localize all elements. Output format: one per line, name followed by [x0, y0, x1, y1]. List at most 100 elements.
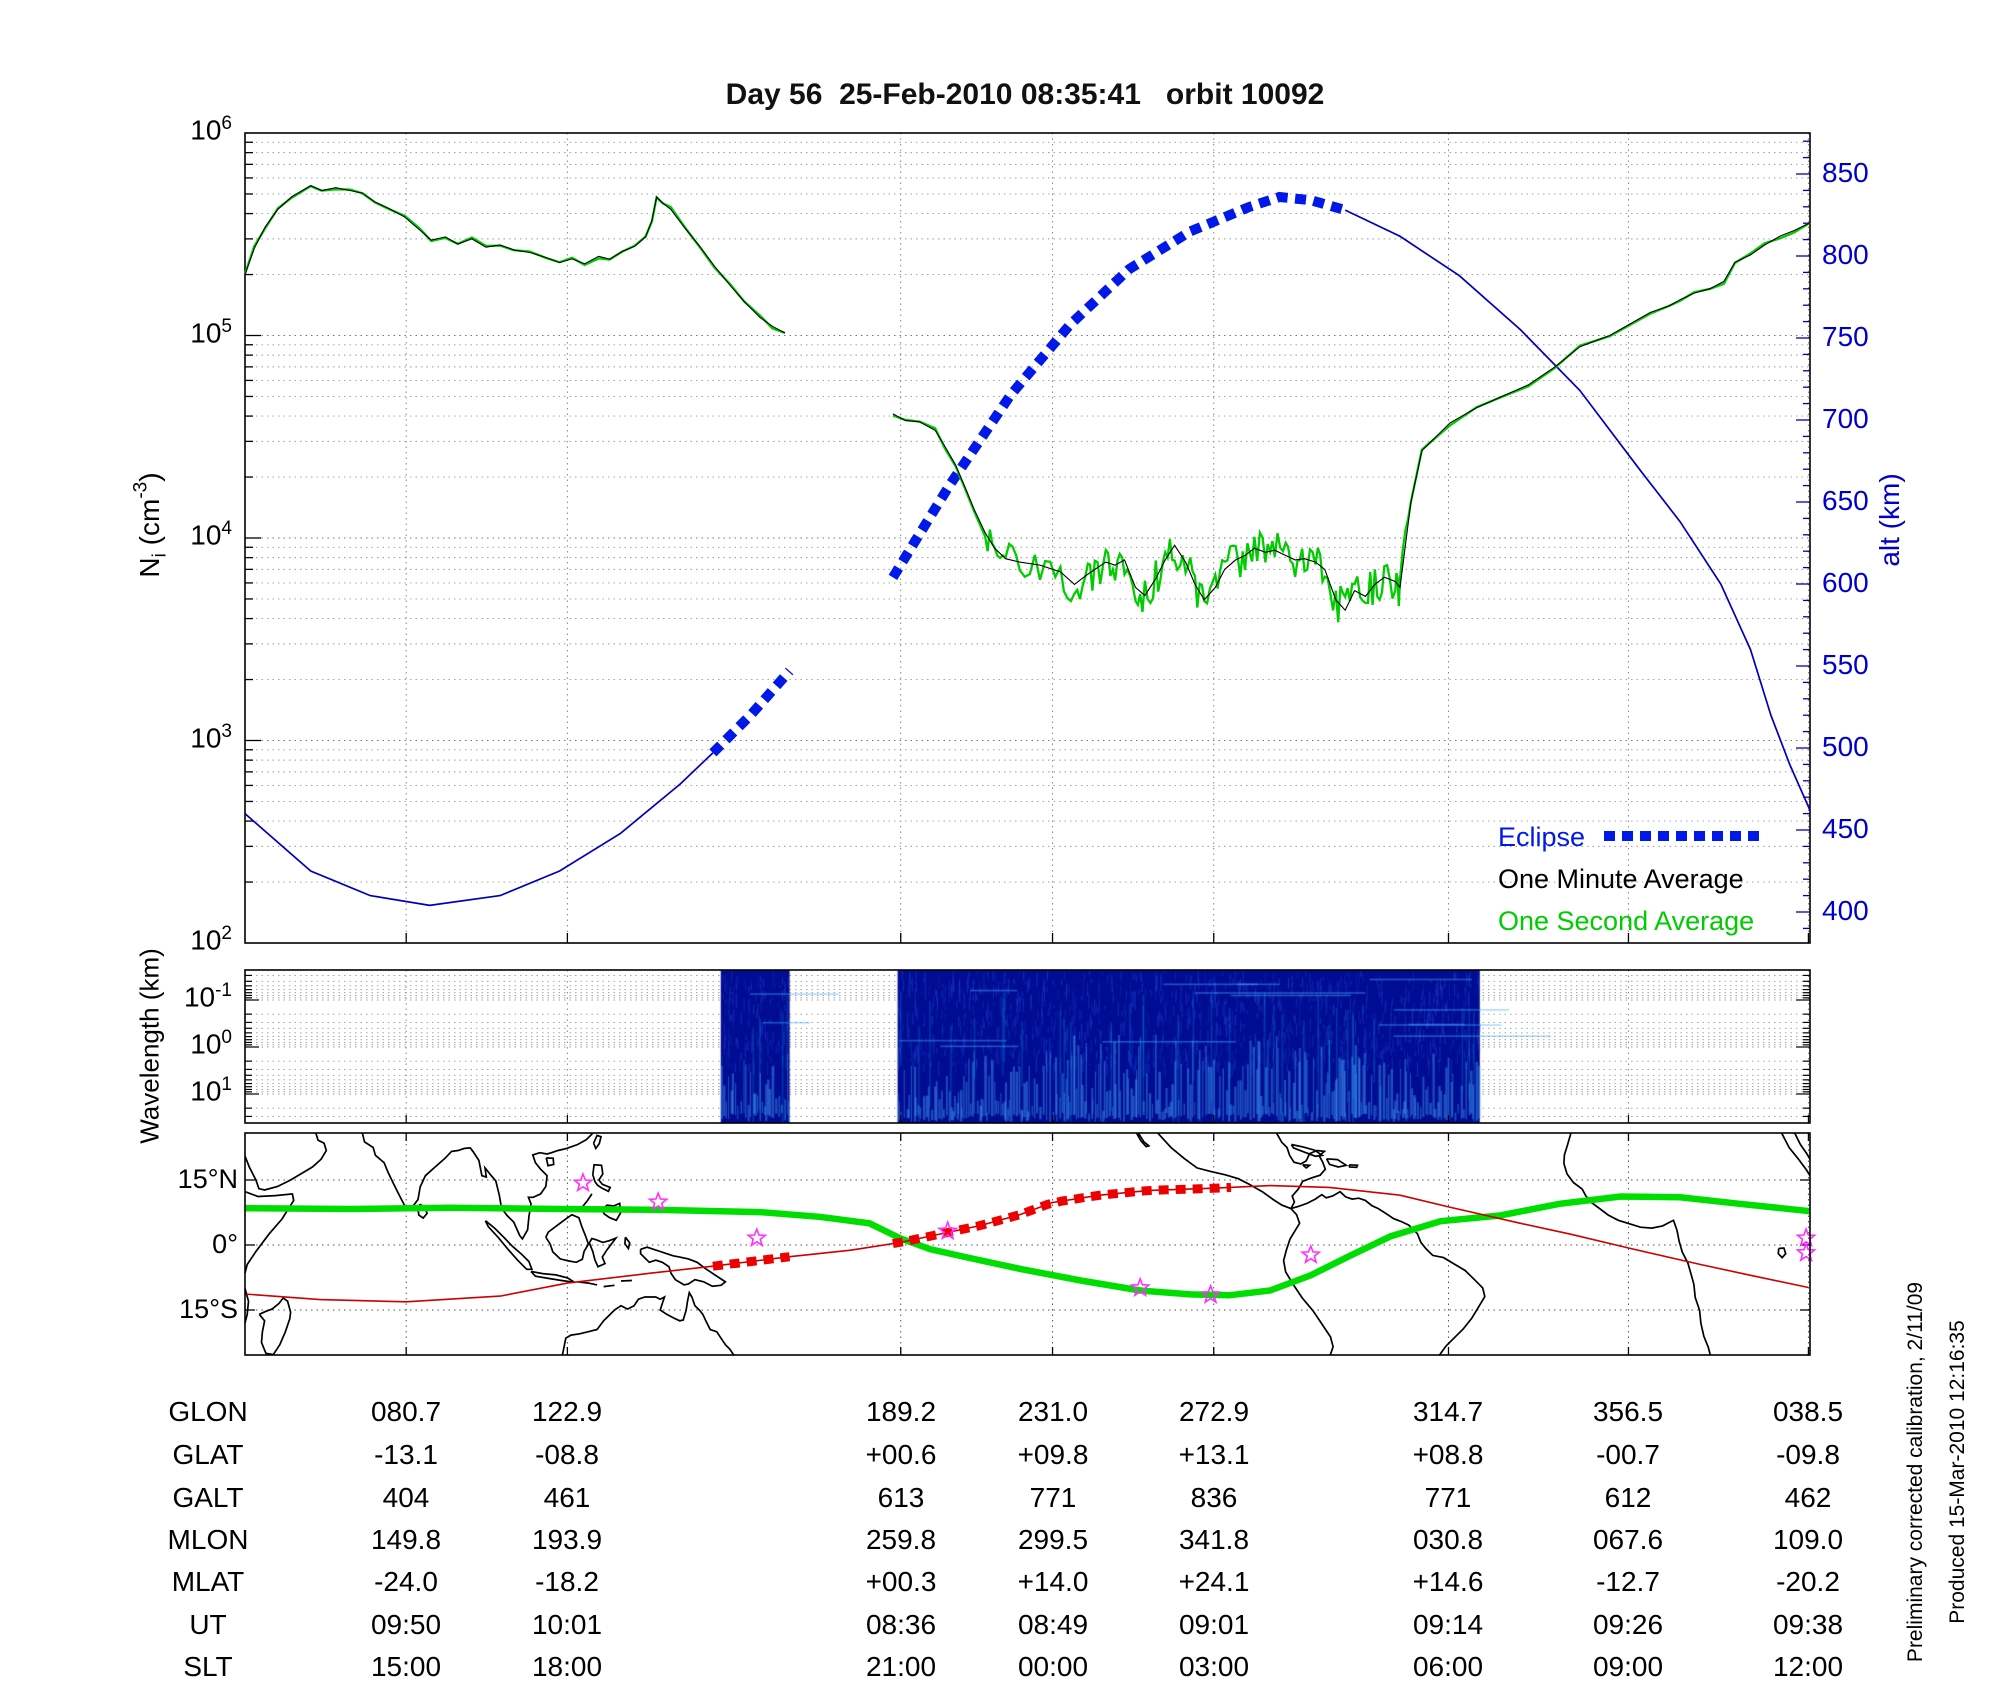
table-cell-MLAT-3: +14.0	[1017, 1566, 1089, 1597]
table-cell-MLON-1: 193.9	[531, 1524, 603, 1555]
panel-border	[244, 132, 1811, 944]
table-cell-GLON-3: 231.0	[1017, 1396, 1089, 1427]
table-cell-SLT-5: 06:00	[1412, 1651, 1484, 1682]
table-cell-GLON-0: 080.7	[370, 1396, 442, 1427]
table-cell-GLON-1: 122.9	[531, 1396, 603, 1427]
wavelength-ytick: 10-1	[183, 980, 232, 1013]
table-cell-MLAT-5: +14.6	[1412, 1566, 1484, 1597]
table-cell-GLAT-6: -00.7	[1596, 1439, 1660, 1470]
table-cell-GALT-6: 612	[1604, 1482, 1652, 1513]
plot-path	[580, 1193, 593, 1210]
table-cell-GALT-2: 613	[877, 1482, 925, 1513]
altitude-ytick: 550	[1822, 649, 1869, 680]
plot-path	[1344, 209, 1811, 811]
legend-eclipse: Eclipse	[1498, 822, 1586, 852]
altitude-ytick: 800	[1822, 239, 1869, 270]
star-marker	[1129, 1276, 1151, 1298]
footer-calibration-note: Preliminary corrected calibration, 2/11/…	[1904, 1281, 1927, 1663]
footer-produced-note: Produced 15-Mar-2010 12:16:35	[1946, 1320, 1969, 1624]
table-cell-MLAT-4: +24.1	[1178, 1566, 1250, 1597]
plot-path	[1348, 1163, 1359, 1169]
table-cell-GLAT-5: +08.8	[1412, 1439, 1484, 1470]
table-row-label-GLAT: GLAT	[172, 1439, 244, 1470]
plot-path	[244, 752, 714, 907]
legend-one-second: One Second Average	[1498, 906, 1755, 936]
panel-border	[244, 969, 1811, 1124]
plot-path	[603, 1284, 615, 1288]
table-cell-UT-0: 09:50	[370, 1609, 442, 1640]
plot-path	[1780, 1132, 1811, 1177]
altitude-ytick: 700	[1822, 403, 1869, 434]
table-row-label-UT: UT	[189, 1609, 227, 1640]
table-cell-UT-5: 09:14	[1412, 1609, 1484, 1640]
table-cell-GLON-2: 189.2	[865, 1396, 937, 1427]
altitude-ytick: 400	[1822, 895, 1869, 926]
plot-path	[1290, 1190, 1486, 1356]
table-cell-SLT-0: 15:00	[370, 1651, 442, 1682]
star-marker	[1300, 1243, 1322, 1265]
plot-path	[892, 221, 1811, 623]
plot-path	[244, 1193, 1811, 1299]
altitude-ytick: 600	[1822, 567, 1869, 598]
table-cell-GLAT-1: -08.8	[535, 1439, 599, 1470]
table-cell-GLON-5: 314.7	[1412, 1396, 1484, 1427]
table-cell-UT-4: 09:01	[1178, 1609, 1250, 1640]
legend-eclipse-swatch	[1604, 831, 1766, 841]
table-cell-MLAT-2: +00.3	[865, 1566, 937, 1597]
star-marker	[572, 1171, 594, 1193]
table-cell-MLON-4: 341.8	[1178, 1524, 1250, 1555]
plot-path	[1794, 1132, 1811, 1160]
table-row-label-MLAT: MLAT	[171, 1566, 245, 1597]
star-marker	[1199, 1283, 1222, 1304]
density-ytick: 102	[190, 923, 232, 956]
table-cell-MLON-7: 109.0	[1772, 1524, 1844, 1555]
table-cell-UT-2: 08:36	[865, 1609, 937, 1640]
plot-path	[1325, 1157, 1349, 1168]
plot-path	[1275, 1132, 1327, 1210]
table-cell-MLAT-7: -20.2	[1776, 1566, 1840, 1597]
table-cell-GALT-0: 404	[382, 1482, 430, 1513]
plot-path	[1563, 1132, 1712, 1356]
table-row-label-SLT: SLT	[183, 1651, 233, 1682]
map-lat-tick: 0°	[212, 1229, 238, 1259]
plot-path	[712, 1252, 791, 1271]
table-cell-MLON-0: 149.8	[370, 1524, 442, 1555]
plot-path	[484, 1220, 534, 1271]
legend-one-minute: One Minute Average	[1498, 864, 1744, 894]
plot-path	[592, 1134, 603, 1151]
table-cell-MLON-2: 259.8	[865, 1524, 937, 1555]
star-marker	[1795, 1241, 1817, 1262]
table-cell-SLT-6: 09:00	[1592, 1651, 1664, 1682]
table-cell-SLT-3: 00:00	[1017, 1651, 1089, 1682]
plot-path	[1290, 1143, 1325, 1158]
table-cell-UT-3: 08:49	[1017, 1609, 1089, 1640]
star-marker	[647, 1190, 669, 1212]
table-cell-MLON-5: 030.8	[1412, 1524, 1484, 1555]
plot-path	[1135, 1132, 1151, 1148]
altitude-ytick: 750	[1822, 321, 1869, 352]
altitude-ytick: 850	[1822, 157, 1869, 188]
plot-path	[1157, 1132, 1292, 1210]
table-row-label-MLON: MLON	[167, 1524, 249, 1555]
table-cell-SLT-1: 18:00	[531, 1651, 603, 1682]
plot-path	[545, 1213, 590, 1264]
plot-path	[624, 1236, 631, 1251]
table-cell-MLAT-0: -24.0	[374, 1566, 438, 1597]
table-cell-GLAT-0: -13.1	[374, 1439, 438, 1470]
table-cell-GALT-7: 462	[1784, 1482, 1832, 1513]
density-ytick: 106	[190, 113, 232, 146]
wavelength-ytick: 101	[190, 1074, 232, 1107]
plot-path	[588, 1236, 619, 1268]
table-cell-UT-1: 10:01	[531, 1609, 603, 1640]
plot-path	[258, 1296, 292, 1356]
table-cell-GLAT-3: +09.8	[1017, 1439, 1089, 1470]
plot-path	[561, 1290, 735, 1356]
altitude-ytick: 450	[1822, 813, 1869, 844]
star-marker	[746, 1226, 768, 1248]
plot-path	[545, 1157, 555, 1167]
table-cell-GLAT-4: +13.1	[1178, 1439, 1250, 1470]
wavelength-ytick: 100	[190, 1027, 232, 1060]
plot-path	[244, 184, 786, 334]
plot-path	[639, 1246, 727, 1288]
